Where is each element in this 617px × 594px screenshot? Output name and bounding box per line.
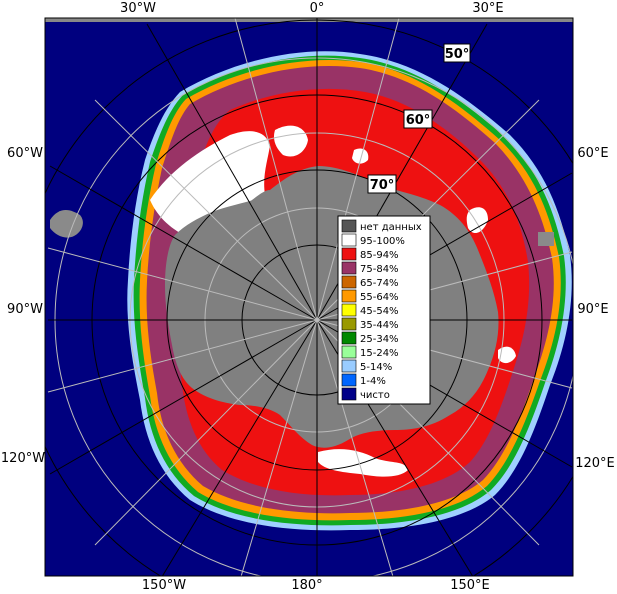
meridian-60w — [49, 165, 318, 321]
legend-label: 15-24% — [360, 348, 399, 359]
legend-label: 75-84% — [360, 264, 399, 275]
lat-70-text: 70° — [370, 178, 395, 193]
lon-label-60e: 60°E — [577, 146, 608, 161]
ice-95-100-patch-c — [466, 207, 488, 234]
legend-swatch — [341, 387, 357, 401]
legend-label: нет данных — [360, 222, 422, 233]
legend-swatch — [341, 275, 357, 289]
meridian-15e — [316, 18, 400, 321]
legend-label: 95-100% — [360, 236, 405, 247]
legend-label: 1-4% — [360, 376, 386, 387]
lon-label-150w: 150°W — [142, 578, 186, 593]
lon-label-150e: 150°E — [450, 578, 490, 593]
lat-label-70: 70° — [367, 174, 397, 194]
lon-label-180: 180° — [291, 578, 322, 593]
ice-95-100-patch-d — [352, 148, 369, 164]
legend-swatch — [341, 359, 357, 373]
lon-label-90e: 90°E — [577, 302, 608, 317]
legend-label: чисто — [360, 390, 390, 401]
lon-label-120e: 120°E — [575, 456, 615, 471]
meridian-165w — [240, 319, 318, 576]
legend-label: 25-34% — [360, 334, 399, 345]
meridian-lines-grey — [47, 18, 573, 576]
lon-label-0: 0° — [310, 1, 325, 16]
legend-swatch — [341, 345, 357, 359]
meridian-150w — [161, 319, 318, 576]
legend-swatch — [341, 247, 357, 261]
lon-label-30e: 30°E — [472, 1, 503, 16]
legend-items: нет данных 95-100% 85-94% 75-84% 65-74% 55-64… — [341, 219, 422, 401]
meridian-165e — [316, 319, 394, 576]
map-border — [44, 17, 574, 577]
legend-swatch — [341, 261, 357, 275]
legend-swatch — [341, 303, 357, 317]
antarctic-peninsula — [178, 190, 270, 249]
meridian-45w — [94, 99, 318, 321]
lon-label-90w: 90°W — [7, 302, 43, 317]
lat-label-50: 50° — [443, 43, 471, 63]
lon-label-30w: 30°W — [120, 1, 156, 16]
legend-label: 55-64% — [360, 292, 399, 303]
lat-60-text: 60° — [406, 113, 431, 128]
legend: нет данных 95-100% 85-94% 75-84% 65-74% 55-64… — [337, 215, 431, 405]
meridian-15w — [234, 18, 318, 321]
legend-swatch — [341, 331, 357, 345]
lon-label-120w: 120°W — [1, 451, 45, 466]
meridian-lines — [48, 18, 573, 576]
legend-label: 65-74% — [360, 278, 399, 289]
legend-swatch — [341, 289, 357, 303]
meridian-105w — [47, 319, 318, 393]
lon-label-60w: 60°W — [7, 146, 43, 161]
lat-50-text: 50° — [445, 47, 470, 62]
meridian-135w — [94, 319, 318, 546]
lat-label-60: 60° — [403, 109, 433, 129]
no-data-patch-west — [50, 210, 83, 238]
meridian-120w — [49, 319, 318, 475]
meridian-75w — [47, 247, 318, 321]
meridian-30w — [146, 23, 318, 321]
legend-label: 5-14% — [360, 362, 392, 373]
no-data-patch-east — [538, 232, 554, 246]
legend-swatch — [341, 233, 357, 247]
legend-label: 45-54% — [360, 306, 399, 317]
map-frame: 50° 60° 70° нет данных 95-100% 85-94% 75-84… — [45, 18, 573, 576]
legend-swatch — [341, 317, 357, 331]
legend-swatch — [341, 219, 357, 233]
legend-label: 35-44% — [360, 320, 399, 331]
legend-label: 85-94% — [360, 250, 399, 261]
ice-95-100-patch-b — [498, 346, 516, 364]
legend-swatch — [341, 373, 357, 387]
